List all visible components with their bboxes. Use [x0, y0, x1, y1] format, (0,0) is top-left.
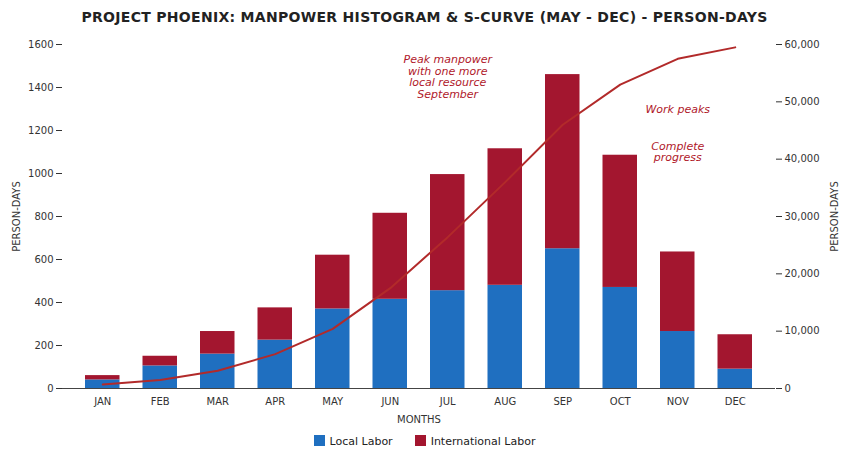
svg-text:AUG: AUG	[494, 396, 516, 407]
svg-text:MONTHS: MONTHS	[397, 414, 441, 425]
svg-text:OCT: OCT	[610, 396, 632, 407]
svg-text:Completeprogress: Completeprogress	[651, 140, 704, 165]
svg-text:MAY: MAY	[322, 396, 344, 407]
svg-text:NOV: NOV	[667, 396, 689, 407]
svg-text:SEP: SEP	[553, 396, 572, 407]
svg-text:FEB: FEB	[151, 396, 170, 407]
svg-text:50,000: 50,000	[785, 96, 820, 107]
svg-text:Peak manpowerwith one moreloca: Peak manpowerwith one morelocal resource…	[404, 53, 494, 101]
svg-text:40,000: 40,000	[785, 153, 820, 164]
svg-text:800: 800	[34, 211, 53, 222]
svg-text:200: 200	[34, 340, 53, 351]
svg-text:Work peaks: Work peaks	[645, 103, 710, 116]
svg-text:400: 400	[34, 297, 53, 308]
svg-text:PERSON-DAYS: PERSON-DAYS	[11, 181, 22, 252]
svg-text:JAN: JAN	[93, 396, 111, 407]
svg-text:APR: APR	[265, 396, 285, 407]
svg-text:JUL: JUL	[439, 396, 456, 407]
html-text:International Labor: International Labor	[430, 434, 536, 448]
svg-text:1000: 1000	[28, 168, 53, 179]
svg-text:1400: 1400	[28, 82, 53, 93]
svg-text:20,000: 20,000	[785, 268, 820, 279]
svg-text:0: 0	[785, 383, 791, 394]
svg-text:60,000: 60,000	[785, 39, 820, 50]
svg-text:DEC: DEC	[725, 396, 746, 407]
svg-text:1600: 1600	[28, 39, 53, 50]
svg-text:JUN: JUN	[380, 396, 399, 407]
svg-text:10,000: 10,000	[785, 325, 820, 336]
html-text:PROJECT PHOENIX: MANPOWER HIST: PROJECT PHOENIX: MANPOWER HISTOGRAM & S-…	[81, 9, 768, 25]
html-text:Local Labor: Local Labor	[329, 434, 393, 448]
svg-text:1200: 1200	[28, 125, 53, 136]
svg-text:MAR: MAR	[207, 396, 229, 407]
svg-text:30,000: 30,000	[785, 211, 820, 222]
svg-text:PERSON-DAYS: PERSON-DAYS	[829, 181, 840, 252]
svg-text:0: 0	[47, 383, 53, 394]
svg-text:600: 600	[34, 254, 53, 265]
